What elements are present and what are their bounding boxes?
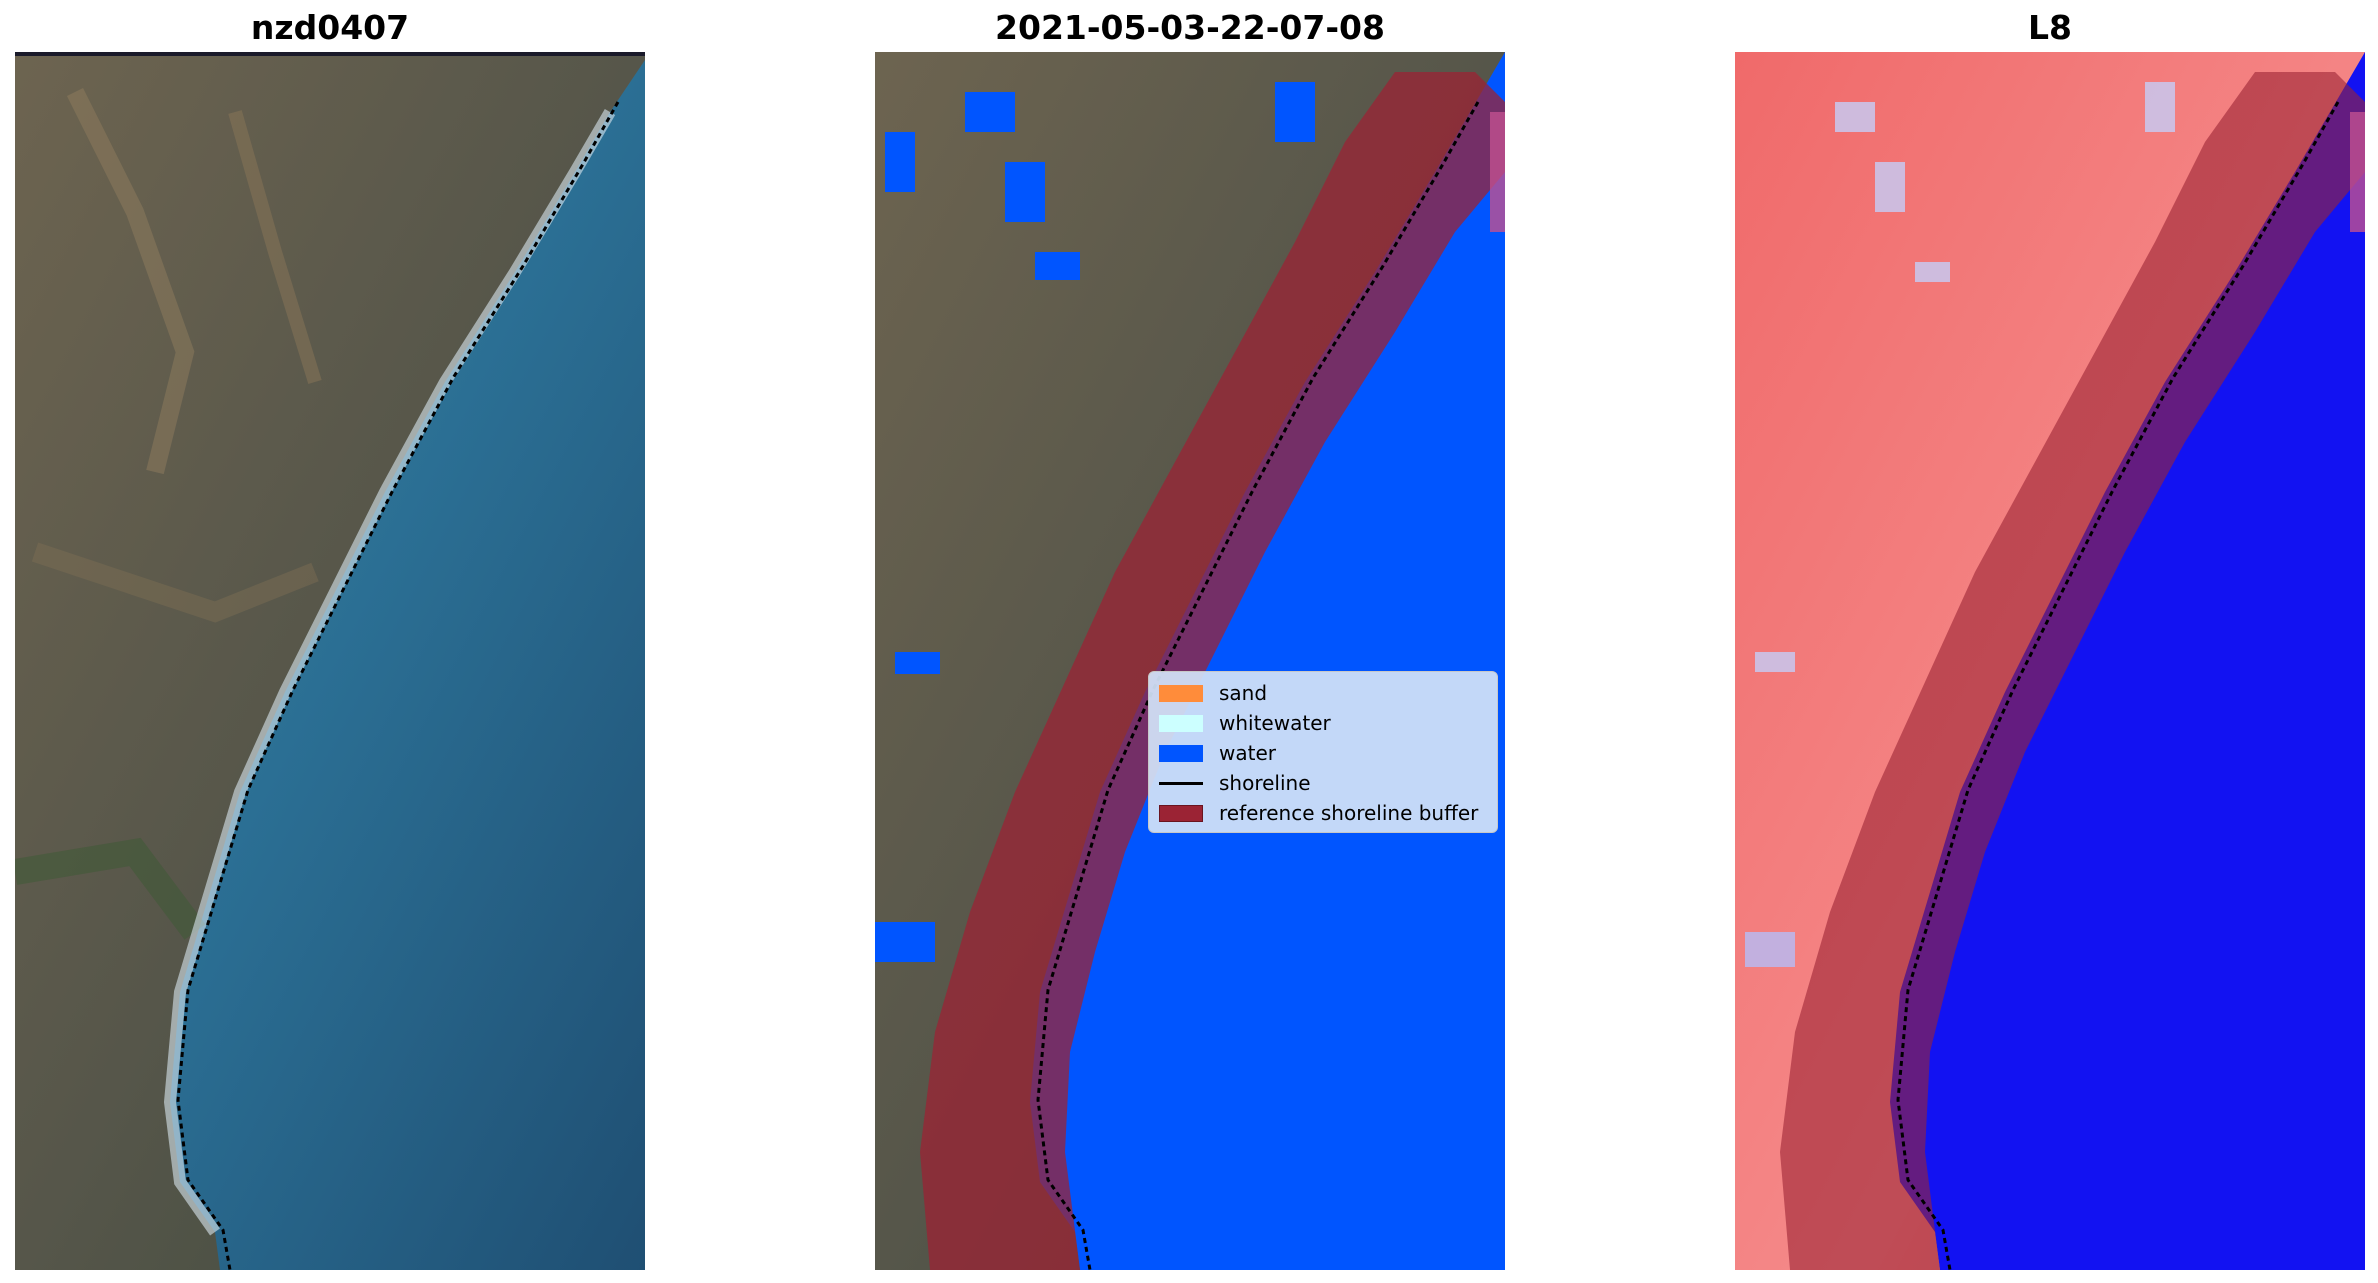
legend-item-buffer: reference shoreline buffer (1159, 798, 1487, 828)
reference-shoreline-buffer (1780, 72, 2365, 1270)
water-patch (1005, 162, 1045, 222)
legend: sand whitewater water shoreline referenc… (1148, 671, 1498, 833)
panel-title-classified: 2021-05-03-22-07-08 (995, 8, 1385, 47)
legend-label: whitewater (1219, 711, 1331, 735)
legend-label: reference shoreline buffer (1219, 801, 1479, 825)
water-patch (875, 922, 935, 962)
water-patch (965, 92, 1015, 132)
rgb-satellite-image (15, 52, 645, 1270)
legend-item-sand: sand (1159, 678, 1487, 708)
reference-shoreline-buffer (920, 72, 1505, 1270)
water-patch (895, 652, 940, 674)
legend-item-whitewater: whitewater (1159, 708, 1487, 738)
panel-title-index: L8 (2028, 8, 2072, 47)
shoreline-line (1896, 101, 2340, 1270)
whitewater-swatch (1159, 714, 1203, 732)
buffer-swatch (1159, 804, 1203, 822)
legend-item-water: water (1159, 738, 1487, 768)
classified-image (875, 52, 1505, 1270)
water-patch (885, 132, 915, 192)
rgb-image-panel (15, 52, 645, 1270)
legend-item-shoreline: shoreline (1159, 768, 1487, 798)
water-swatch (1159, 744, 1203, 762)
classified-image-panel (875, 52, 1505, 1270)
index-image (1735, 52, 2365, 1270)
shoreline-swatch (1159, 781, 1203, 785)
water-patch (1035, 252, 1080, 280)
index-image-panel (1735, 52, 2365, 1270)
shoreline-line (1036, 101, 1480, 1270)
shoreline-line (176, 101, 620, 1270)
water-patch (1275, 82, 1315, 142)
sand-swatch (1159, 684, 1203, 702)
legend-label: sand (1219, 681, 1268, 705)
legend-label: water (1219, 741, 1276, 765)
legend-label: shoreline (1219, 771, 1311, 795)
panel-title-rgb: nzd0407 (250, 8, 410, 47)
